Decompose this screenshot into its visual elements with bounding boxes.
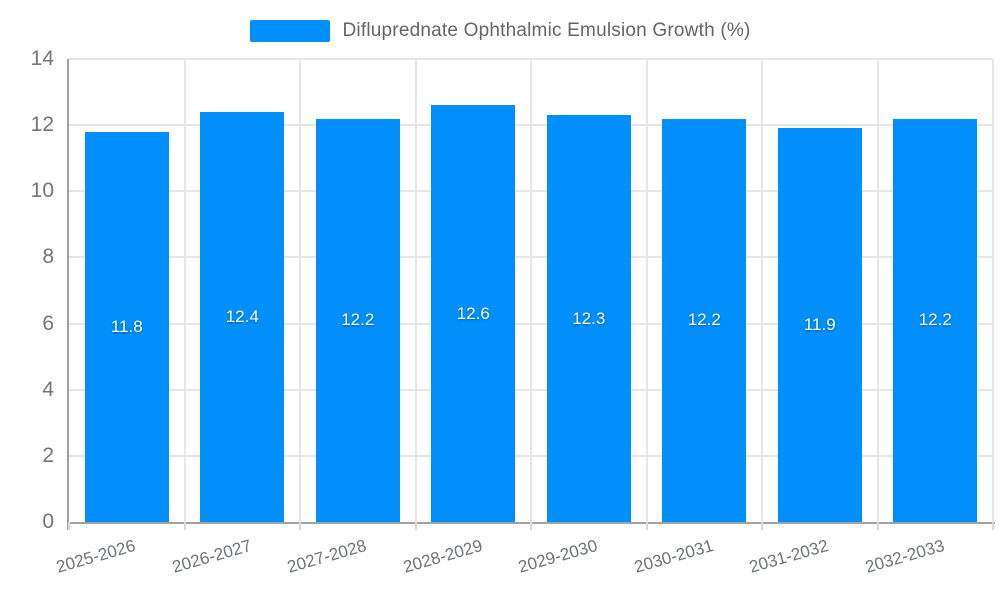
x-tick-label: 2031-2032 — [747, 536, 831, 577]
y-tick-label: 14 — [30, 47, 54, 70]
y-tick-label: 4 — [42, 377, 54, 401]
x-axis-tick — [645, 522, 648, 530]
legend-item[interactable]: Difluprednate Ophthalmic Emulsion Growth… — [0, 20, 1000, 42]
v-gridline — [876, 59, 879, 522]
bar-value-label: 12.3 — [572, 308, 606, 328]
v-gridline — [645, 59, 648, 522]
y-tick-label: 2 — [42, 443, 54, 467]
x-axis-tick — [761, 522, 763, 530]
bar[interactable] — [546, 115, 631, 522]
x-axis-tick — [68, 522, 70, 530]
x-axis-tick — [992, 522, 994, 530]
bar[interactable] — [315, 118, 400, 522]
v-gridline — [530, 59, 532, 522]
bar[interactable] — [431, 105, 516, 522]
bar[interactable] — [200, 111, 285, 522]
v-gridline — [992, 59, 994, 522]
x-tick-label: 2030-2031 — [632, 536, 716, 577]
y-tick-label: 10 — [30, 179, 54, 203]
bar-value-label: 12.2 — [687, 310, 721, 330]
x-tick-label: 2026-2027 — [170, 536, 254, 577]
bar-value-label: 12.2 — [918, 310, 952, 330]
y-tick-label: 6 — [42, 311, 54, 335]
bar-value-label: 11.9 — [803, 315, 836, 335]
x-axis-tick — [183, 522, 186, 530]
legend-swatch — [249, 20, 330, 42]
bar-value-label: 12.6 — [456, 303, 490, 323]
plot-area: 0 2 4 6 8 10 12 14 11.8 2025-2026 12.4 2026-2027 12.… — [31, 47, 995, 577]
y-axis-line — [67, 59, 69, 530]
x-tick-label: 2032-2033 — [863, 536, 947, 577]
x-tick-label: 2029-2030 — [516, 536, 600, 577]
y-tick-label: 0 — [42, 510, 54, 533]
bar[interactable] — [662, 118, 747, 522]
x-axis-tick — [530, 522, 532, 530]
x-axis-tick — [299, 522, 301, 530]
legend-label: Difluprednate Ophthalmic Emulsion Growth… — [342, 20, 751, 41]
bar[interactable] — [893, 118, 978, 522]
x-tick-label: 2025-2026 — [54, 536, 138, 577]
v-gridline — [183, 59, 186, 522]
x-axis-tick — [414, 522, 417, 530]
y-tick-label: 8 — [42, 245, 54, 269]
bar-value-label: 12.4 — [225, 306, 259, 326]
v-gridline — [414, 59, 417, 522]
x-tick-label: 2028-2029 — [401, 536, 485, 577]
x-tick-label: 2027-2028 — [285, 536, 369, 577]
bar[interactable] — [777, 128, 862, 522]
y-tick-label: 12 — [30, 113, 54, 137]
bar[interactable] — [84, 131, 169, 522]
v-gridline — [761, 59, 763, 522]
v-gridline — [299, 59, 301, 522]
bar-value-label: 11.8 — [110, 316, 143, 336]
bar-value-label: 12.2 — [341, 310, 375, 330]
x-axis-tick — [876, 522, 879, 530]
